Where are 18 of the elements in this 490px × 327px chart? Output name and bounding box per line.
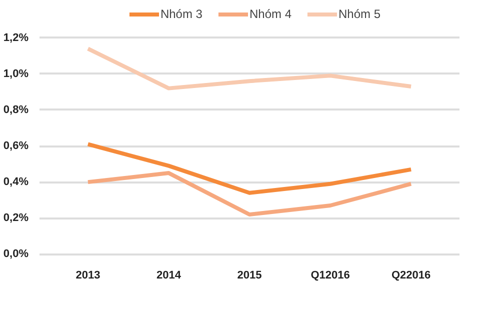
legend-label: Nhóm 5 xyxy=(338,7,381,21)
line-series xyxy=(86,142,414,195)
x-tick-label: 2015 xyxy=(237,270,262,282)
y-tick-label: 0,2% xyxy=(3,212,29,224)
y-tick-label: 0,8% xyxy=(3,104,29,116)
y-tick-label: 0,6% xyxy=(3,140,29,152)
x-tick-label: Q12016 xyxy=(310,270,350,282)
x-tick-label: Q22016 xyxy=(391,270,431,282)
legend-label: Nhóm 4 xyxy=(249,7,292,21)
y-tick-label: 1,2% xyxy=(3,32,29,44)
legend-label: Nhóm 3 xyxy=(160,7,202,21)
y-tick-label: 0,0% xyxy=(3,248,29,260)
x-tick-label: 2013 xyxy=(76,270,100,282)
line-series xyxy=(86,171,414,217)
y-tick-label: 0,4% xyxy=(3,176,29,188)
x-tick-label: 2014 xyxy=(156,270,182,282)
line-series xyxy=(86,46,414,90)
y-tick-label: 1,0% xyxy=(3,68,29,80)
